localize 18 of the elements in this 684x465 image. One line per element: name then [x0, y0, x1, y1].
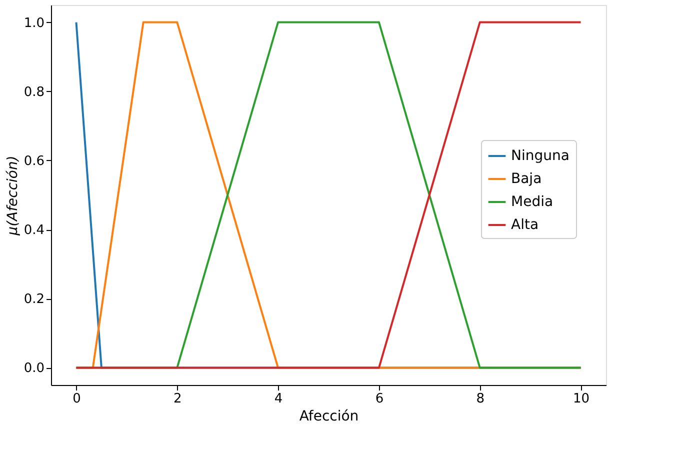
x-tick-label: 8	[476, 392, 485, 406]
y-tick-label: 0.2	[24, 292, 44, 308]
legend-label: Alta	[511, 217, 539, 233]
x-tick-label: 6	[375, 392, 384, 406]
y-tick-label: 1.0	[24, 16, 44, 31]
legend-label: Baja	[511, 171, 542, 187]
y-tick-label: 0.4	[24, 223, 44, 238]
x-axis-title: Afección	[299, 408, 359, 424]
x-tick-label: 0	[72, 392, 81, 406]
x-tick-label: 4	[274, 392, 283, 406]
legend-label: Media	[511, 194, 554, 210]
y-axis-title: μ(Afección)	[4, 156, 21, 236]
legend-label: Ninguna	[511, 148, 570, 164]
y-tick-label: 0.0	[24, 361, 44, 376]
y-tick-label: 0.6	[24, 154, 44, 169]
y-tick-label: 0.8	[24, 84, 44, 100]
x-tick-label: 2	[173, 392, 182, 406]
x-tick-label: 10	[573, 392, 590, 406]
